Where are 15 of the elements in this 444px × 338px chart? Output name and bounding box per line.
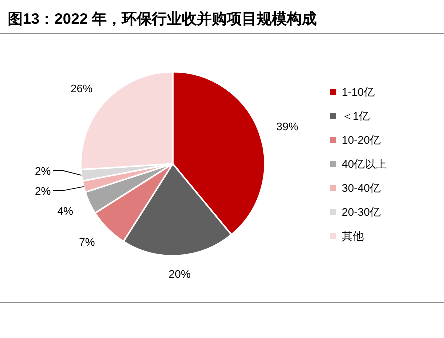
- chart-title: 图13：2022 年，环保行业收并购项目规模构成: [8, 10, 318, 28]
- data-label: 20%: [168, 268, 192, 281]
- legend-label: 40亿以上: [342, 158, 388, 171]
- data-label: 26%: [70, 84, 94, 96]
- legend-label: 其他: [342, 230, 364, 243]
- legend-label: 10-20亿: [342, 135, 382, 147]
- legend-label: 1-10亿: [342, 87, 376, 99]
- data-label: 7%: [79, 236, 96, 249]
- data-label: 2%: [35, 186, 52, 198]
- legend-label: 20-30亿: [342, 207, 382, 219]
- legend-label: 30-40亿: [342, 183, 382, 195]
- legend-label: ＜1亿: [342, 111, 370, 123]
- data-label: 39%: [276, 122, 299, 134]
- data-label: 4%: [58, 206, 74, 218]
- data-label: 2%: [35, 166, 52, 178]
